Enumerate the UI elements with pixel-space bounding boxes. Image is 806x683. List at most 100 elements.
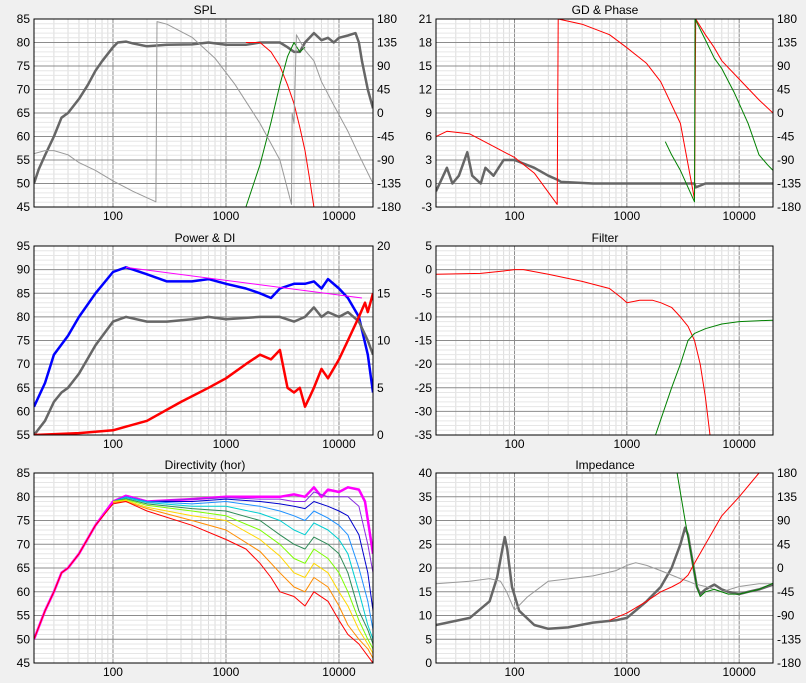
y-tick-label: 25 — [419, 537, 433, 551]
x-tick-label: 1000 — [613, 437, 640, 451]
series-line-0 — [34, 31, 373, 184]
series-line-0 — [34, 266, 373, 408]
y2-tick-label: 45 — [377, 83, 391, 97]
grid — [33, 245, 374, 436]
y-tick-label: 30 — [419, 514, 433, 528]
y2-tick-label: 0 — [777, 561, 784, 575]
series-line-3 — [676, 473, 773, 597]
x-tick-label: 100 — [505, 665, 525, 679]
power-di-chart: Power & DI 55 60 65 70 75 80 85 90 95 0 5 10 15 20 100… — [17, 231, 391, 451]
y2-tick-label: 20 — [377, 239, 391, 253]
x-tick-label: 100 — [103, 209, 123, 223]
grid — [435, 472, 774, 664]
y-tick-label: -10 — [415, 310, 433, 324]
y-tick-label: 85 — [17, 12, 31, 26]
y-tick-label: 90 — [17, 263, 31, 277]
plot-border — [435, 18, 774, 208]
series-line-3 — [112, 496, 373, 630]
y-tick-label: 75 — [17, 59, 31, 73]
y2-tick-label: -180 — [777, 656, 801, 670]
y2-tick-label: 135 — [777, 490, 797, 504]
y-tick-label: 85 — [17, 466, 31, 480]
y-tick-label: 18 — [419, 36, 433, 50]
y-tick-label: -35 — [415, 428, 433, 442]
plot-border — [435, 245, 774, 436]
y-tick-label: 12 — [419, 83, 433, 97]
series-line-1 — [436, 19, 773, 205]
y-tick-label: 95 — [17, 239, 31, 253]
plot-border — [33, 245, 374, 436]
y-tick-label: 75 — [17, 514, 31, 528]
y2-tick-label: 135 — [777, 36, 797, 50]
x-tick-label: 100 — [505, 209, 525, 223]
x-tick-label: 1000 — [213, 665, 240, 679]
x-tick-label: 10000 — [322, 209, 356, 223]
chart-title: SPL — [194, 3, 217, 17]
y-tick-label: 9 — [425, 106, 432, 120]
y-tick-label: 70 — [17, 83, 31, 97]
x-tick-label: 100 — [103, 437, 123, 451]
x-tick-label: 10000 — [722, 437, 756, 451]
y2-tick-label: -180 — [377, 200, 401, 214]
y-tick-label: 5 — [425, 632, 432, 646]
spl-chart: SPL 45 50 55 60 65 70 75 80 85 -180 -135 -90 -45 0 45 9… — [17, 3, 401, 223]
y-tick-label: 3 — [425, 153, 432, 167]
y-tick-label: -25 — [415, 381, 433, 395]
y-tick-label: 50 — [17, 632, 31, 646]
series-line-1 — [655, 319, 773, 435]
grid — [33, 472, 374, 664]
y-tick-label: 55 — [17, 609, 31, 623]
y2-tick-label: 10 — [377, 334, 391, 348]
y2-tick-label: 90 — [377, 59, 391, 73]
x-tick-label: 1000 — [213, 209, 240, 223]
grid — [435, 18, 774, 208]
y-tick-label: -5 — [421, 286, 432, 300]
y-tick-label: 80 — [17, 310, 31, 324]
y2-tick-label: 90 — [777, 59, 791, 73]
series-line-4 — [112, 497, 373, 640]
y-tick-label: -15 — [415, 334, 433, 348]
y-tick-label: 5 — [425, 239, 432, 253]
y-tick-label: -20 — [415, 357, 433, 371]
plot-border — [33, 18, 374, 208]
y-tick-label: 70 — [17, 357, 31, 371]
y-tick-label: 80 — [17, 490, 31, 504]
series-line-2 — [125, 266, 363, 299]
series-line-3 — [34, 21, 373, 205]
y2-tick-label: 180 — [377, 12, 397, 26]
y-tick-label: 15 — [419, 585, 433, 599]
series-line-3 — [34, 292, 373, 435]
y2-tick-label: 45 — [777, 537, 791, 551]
y2-tick-label: -90 — [777, 153, 795, 167]
series-line-7 — [112, 500, 373, 654]
y-tick-label: 45 — [17, 656, 31, 670]
impedance-chart: Impedance 0 5 10 15 20 25 30 35 40 -180 -135 -90 -45… — [419, 458, 802, 679]
y-tick-label: 65 — [17, 381, 31, 395]
y-tick-label: 65 — [17, 561, 31, 575]
y2-tick-label: -90 — [777, 609, 795, 623]
chart-title: Power & DI — [175, 231, 236, 245]
y-tick-label: 85 — [17, 286, 31, 300]
series-line-2 — [664, 19, 773, 203]
plot-border — [33, 472, 374, 664]
series-line-0 — [436, 526, 773, 631]
y-tick-label: 60 — [17, 130, 31, 144]
x-tick-label: 1000 — [613, 665, 640, 679]
plot-border — [435, 472, 774, 664]
y-tick-label: 21 — [419, 12, 433, 26]
x-tick-label: 100 — [103, 665, 123, 679]
series-line-8 — [112, 501, 373, 659]
series-line-2 — [609, 473, 760, 621]
y2-tick-label: -45 — [777, 130, 795, 144]
y2-tick-label: -45 — [377, 130, 395, 144]
y2-tick-label: 0 — [777, 106, 784, 120]
y-tick-label: 60 — [17, 404, 31, 418]
y2-tick-label: 0 — [377, 428, 384, 442]
y2-tick-label: -180 — [777, 200, 801, 214]
y-tick-label: 70 — [17, 537, 31, 551]
y-tick-label: 75 — [17, 334, 31, 348]
y-tick-label: 55 — [17, 428, 31, 442]
directivity-chart: Directivity (hor) 45 50 55 60 65 70 75 80 85 100 1… — [17, 458, 374, 679]
y-tick-label: -30 — [415, 404, 433, 418]
